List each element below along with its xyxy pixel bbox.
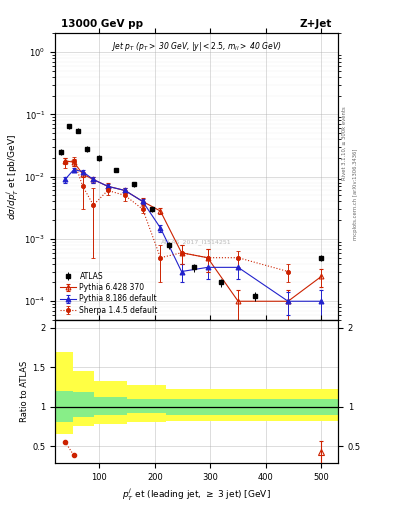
Legend: ATLAS, Pythia 6.428 370, Pythia 8.186 default, Sherpa 1.4.5 default: ATLAS, Pythia 6.428 370, Pythia 8.186 de… — [59, 270, 160, 316]
Text: Rivet 3.1.10, ≥ 300k events: Rivet 3.1.10, ≥ 300k events — [342, 106, 346, 180]
Text: Z+Jet: Z+Jet — [300, 19, 332, 29]
Text: 13000 GeV pp: 13000 GeV pp — [61, 19, 143, 29]
Text: Jet $p_T$ ($p_T >$ 30 GeV, $|y| < 2.5$, $m_{ll} >$ 40 GeV): Jet $p_T$ ($p_T >$ 30 GeV, $|y| < 2.5$, … — [111, 40, 282, 53]
Y-axis label: $d\sigma/dp_T^j$ et [pb/GeV]: $d\sigma/dp_T^j$ et [pb/GeV] — [5, 134, 22, 220]
Y-axis label: Ratio to ATLAS: Ratio to ATLAS — [20, 361, 29, 422]
Text: ATLAS_2017_I1514251: ATLAS_2017_I1514251 — [161, 240, 232, 245]
X-axis label: $p_T^j$ et (leading jet, $\geq$ 3 jet) [GeV]: $p_T^j$ et (leading jet, $\geq$ 3 jet) [… — [122, 486, 271, 503]
Text: mcplots.cern.ch [arXiv:1306.3436]: mcplots.cern.ch [arXiv:1306.3436] — [353, 149, 358, 240]
